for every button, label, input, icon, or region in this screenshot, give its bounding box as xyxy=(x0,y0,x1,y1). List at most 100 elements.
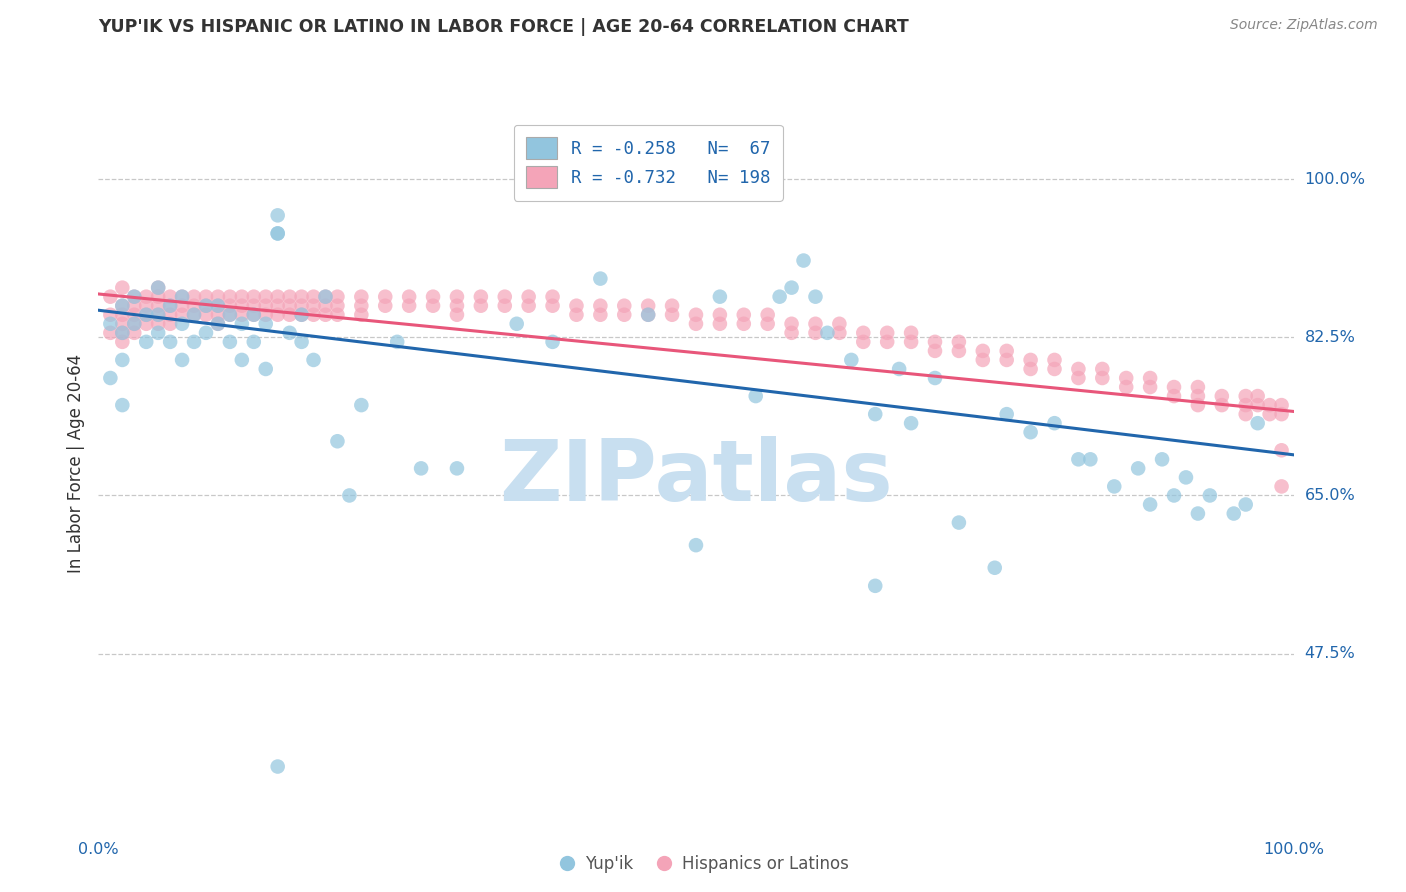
Point xyxy=(1187,380,1209,394)
Point xyxy=(194,326,217,340)
Point xyxy=(565,299,588,313)
Point xyxy=(183,290,205,304)
Point xyxy=(517,290,540,304)
Point xyxy=(124,290,146,304)
Point xyxy=(494,299,516,313)
Point xyxy=(243,334,266,349)
Point xyxy=(278,326,301,340)
Point xyxy=(194,290,217,304)
Point xyxy=(1246,389,1268,403)
Legend: Yup'ik, Hispanics or Latinos: Yup'ik, Hispanics or Latinos xyxy=(550,848,856,880)
Point xyxy=(111,280,134,294)
Point xyxy=(1187,507,1209,521)
Point xyxy=(1115,371,1137,385)
Point xyxy=(1271,398,1294,412)
Point xyxy=(889,362,911,376)
Point xyxy=(876,334,898,349)
Point xyxy=(1019,362,1042,376)
Point xyxy=(231,353,253,368)
Point xyxy=(1115,380,1137,394)
Point xyxy=(194,299,217,313)
Point xyxy=(290,308,312,322)
Point xyxy=(267,227,290,241)
Point xyxy=(1187,398,1209,412)
Point xyxy=(243,299,266,313)
Point xyxy=(148,280,170,294)
Point xyxy=(804,326,827,340)
Point xyxy=(1234,398,1257,412)
Point xyxy=(326,434,349,449)
Point xyxy=(541,290,564,304)
Point xyxy=(135,299,157,313)
Point xyxy=(661,308,683,322)
Point xyxy=(1258,398,1281,412)
Point xyxy=(124,308,146,322)
Point xyxy=(243,308,266,322)
Point xyxy=(876,326,898,340)
Point xyxy=(159,334,181,349)
Point xyxy=(219,290,242,304)
Point xyxy=(1043,353,1066,368)
Point xyxy=(589,271,612,285)
Point xyxy=(148,308,170,322)
Point xyxy=(172,317,194,331)
Point xyxy=(1163,389,1185,403)
Point xyxy=(709,308,731,322)
Point xyxy=(207,317,229,331)
Point xyxy=(111,299,134,313)
Point xyxy=(315,308,337,322)
Point xyxy=(839,353,862,368)
Point xyxy=(1139,380,1161,394)
Point xyxy=(1211,398,1233,412)
Point xyxy=(243,308,266,322)
Point xyxy=(290,308,312,322)
Point xyxy=(350,398,373,412)
Point xyxy=(565,308,588,322)
Point xyxy=(1258,407,1281,421)
Point xyxy=(374,299,396,313)
Point xyxy=(948,516,970,530)
Point xyxy=(231,317,253,331)
Point xyxy=(148,299,170,313)
Point xyxy=(374,290,396,304)
Point xyxy=(1222,507,1246,521)
Point xyxy=(828,326,851,340)
Point xyxy=(1234,389,1257,403)
Point xyxy=(172,290,194,304)
Point xyxy=(793,253,815,268)
Point xyxy=(1211,389,1233,403)
Point xyxy=(148,280,170,294)
Point xyxy=(172,353,194,368)
Point xyxy=(98,308,122,322)
Point xyxy=(1067,362,1090,376)
Text: Source: ZipAtlas.com: Source: ZipAtlas.com xyxy=(1230,18,1378,32)
Point xyxy=(780,317,803,331)
Point xyxy=(98,326,122,340)
Point xyxy=(780,280,803,294)
Point xyxy=(172,299,194,313)
Point xyxy=(148,290,170,304)
Point xyxy=(995,343,1018,358)
Point xyxy=(863,407,886,421)
Point xyxy=(446,299,468,313)
Point xyxy=(254,362,277,376)
Point xyxy=(183,299,205,313)
Point xyxy=(267,208,290,222)
Point xyxy=(124,290,146,304)
Point xyxy=(1128,461,1150,475)
Point xyxy=(124,326,146,340)
Point xyxy=(398,290,420,304)
Point xyxy=(254,299,277,313)
Point xyxy=(815,326,838,340)
Point xyxy=(1067,371,1090,385)
Point xyxy=(231,308,253,322)
Point xyxy=(1043,362,1066,376)
Point xyxy=(446,290,468,304)
Point xyxy=(207,299,229,313)
Point xyxy=(1234,498,1257,512)
Point xyxy=(219,334,242,349)
Point xyxy=(111,308,134,322)
Point xyxy=(111,353,134,368)
Point xyxy=(900,416,922,430)
Point xyxy=(207,299,229,313)
